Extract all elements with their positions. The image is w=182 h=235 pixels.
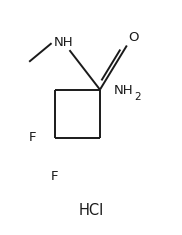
Text: F: F: [51, 170, 58, 183]
Text: 2: 2: [134, 92, 141, 102]
Text: O: O: [128, 31, 138, 44]
Text: HCl: HCl: [78, 203, 104, 218]
Text: NH: NH: [53, 35, 73, 49]
Text: NH: NH: [113, 84, 133, 97]
Text: F: F: [29, 131, 36, 144]
